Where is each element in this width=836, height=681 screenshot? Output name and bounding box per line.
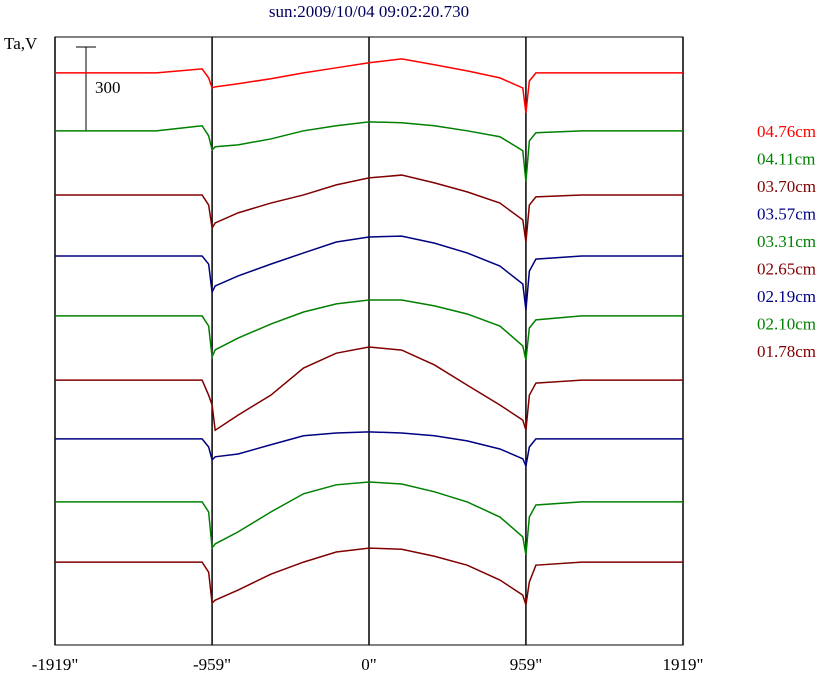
legend-entry: 03.57cm bbox=[757, 204, 816, 223]
series-line bbox=[55, 121, 683, 182]
legend-entry: 03.70cm bbox=[757, 177, 816, 196]
legend-entry: 04.76cm bbox=[757, 122, 816, 141]
legend-entry: 04.11cm bbox=[757, 149, 815, 168]
series-line bbox=[55, 299, 683, 361]
series-line bbox=[55, 235, 683, 311]
y-axis-label: Ta,V bbox=[4, 34, 38, 53]
x-tick-label: -959" bbox=[193, 655, 231, 674]
series-line bbox=[55, 547, 683, 606]
chart-title: sun:2009/10/04 09:02:20.730 bbox=[269, 2, 469, 21]
x-tick-label: 0" bbox=[361, 655, 376, 674]
legend-entry: 02.10cm bbox=[757, 314, 816, 333]
x-tick-label: 1919" bbox=[663, 655, 704, 674]
x-tick-label: 959" bbox=[510, 655, 542, 674]
x-tick-label: -1919" bbox=[32, 655, 79, 674]
series-line bbox=[55, 481, 683, 555]
series-line bbox=[55, 58, 683, 113]
scale-bar-label: 300 bbox=[95, 78, 121, 97]
legend-entry: 02.19cm bbox=[757, 287, 816, 306]
legend-entry: 03.31cm bbox=[757, 232, 816, 251]
legend-entry: 02.65cm bbox=[757, 259, 816, 278]
series-line bbox=[55, 346, 683, 432]
series-line bbox=[55, 431, 683, 469]
series-line bbox=[55, 174, 683, 243]
legend-entry: 01.78cm bbox=[757, 342, 816, 361]
